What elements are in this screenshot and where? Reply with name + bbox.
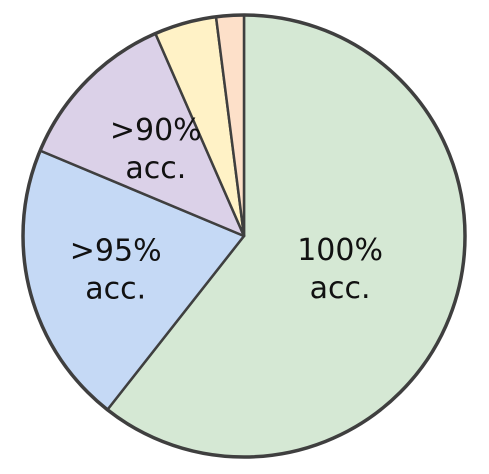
pie-slice-1-label-line-0: >95% <box>70 233 162 268</box>
pie-outline <box>21 13 467 459</box>
pie-slice-0-label-line-1: acc. <box>310 271 371 306</box>
pie-slices <box>21 13 467 459</box>
pie-slice-2-label-line-0: >90% <box>110 113 202 148</box>
pie-slice-0-label-line-0: 100% <box>297 233 383 268</box>
pie-labels: 100%acc.>95%acc.>90%acc. <box>70 113 383 306</box>
pie-slice-2-label-line-1: acc. <box>125 151 186 186</box>
pie-slice-1-label-line-1: acc. <box>85 271 146 306</box>
